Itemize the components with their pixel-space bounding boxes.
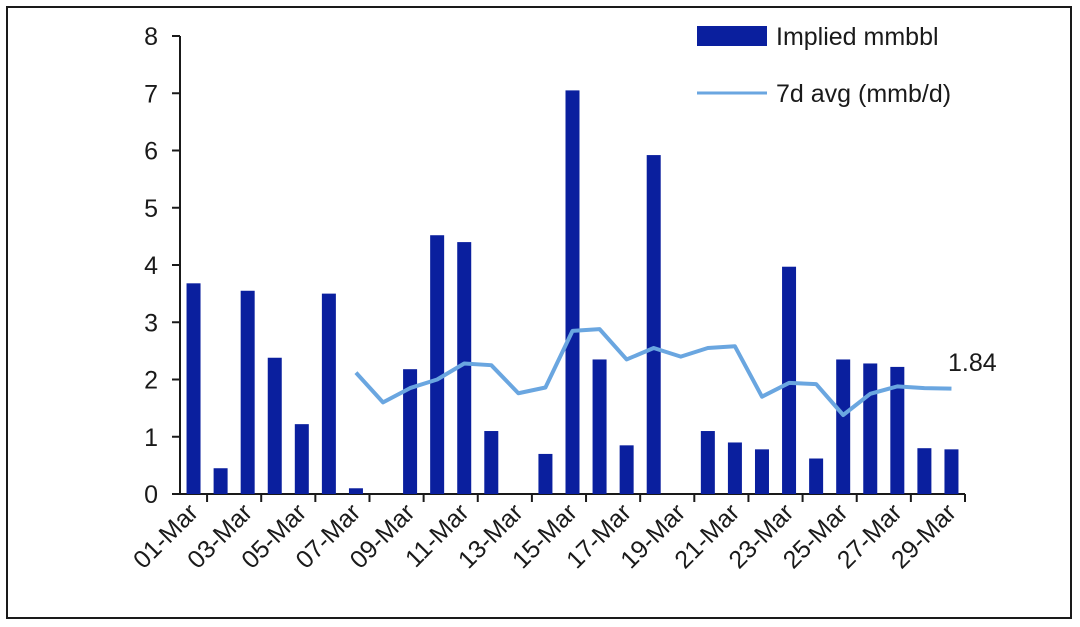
tick-labels: 01234567801-Mar03-Mar05-Mar07-Mar09-Mar1…	[128, 23, 962, 574]
bar	[240, 290, 255, 494]
line-series	[354, 327, 952, 417]
y-tick-label: 8	[144, 23, 158, 51]
bar-series	[186, 90, 959, 495]
bar	[403, 369, 418, 494]
bar	[754, 449, 769, 494]
legend-label-bars: Implied mmbbl	[776, 23, 939, 51]
bar	[890, 366, 905, 494]
bar	[592, 359, 607, 494]
chart-frame	[6, 6, 1072, 619]
bar	[944, 449, 959, 494]
bar	[484, 431, 499, 494]
y-tick-label: 2	[144, 367, 158, 395]
legend-label-line: 7d avg (mmb/d)	[776, 80, 951, 108]
bar	[321, 293, 336, 494]
y-tick-label: 0	[144, 481, 158, 509]
bar	[538, 453, 553, 494]
y-tick-label: 7	[144, 80, 158, 108]
bar	[457, 242, 472, 494]
y-tick-label: 3	[144, 309, 158, 337]
bar	[700, 431, 715, 494]
bar	[348, 488, 363, 494]
bar	[782, 266, 797, 494]
y-tick-label: 4	[144, 252, 158, 280]
legend: Implied mmbbl 7d avg (mmb/d)	[697, 23, 951, 108]
y-tick-label: 1	[144, 424, 158, 452]
bar	[565, 90, 580, 494]
bar	[430, 235, 445, 495]
bar	[294, 424, 309, 494]
bar	[836, 359, 851, 494]
line-end-label: 1.84	[948, 349, 997, 377]
bar	[863, 363, 878, 494]
bar	[267, 357, 282, 494]
bar	[619, 445, 634, 494]
legend-swatch-bars	[697, 26, 767, 46]
bar	[809, 458, 824, 494]
bar	[646, 155, 661, 494]
bar	[213, 468, 228, 494]
y-tick-label: 5	[144, 195, 158, 223]
series-line	[354, 327, 952, 417]
bar	[917, 448, 932, 494]
bar	[186, 283, 201, 494]
bar	[727, 442, 742, 494]
y-tick-label: 6	[144, 138, 158, 166]
